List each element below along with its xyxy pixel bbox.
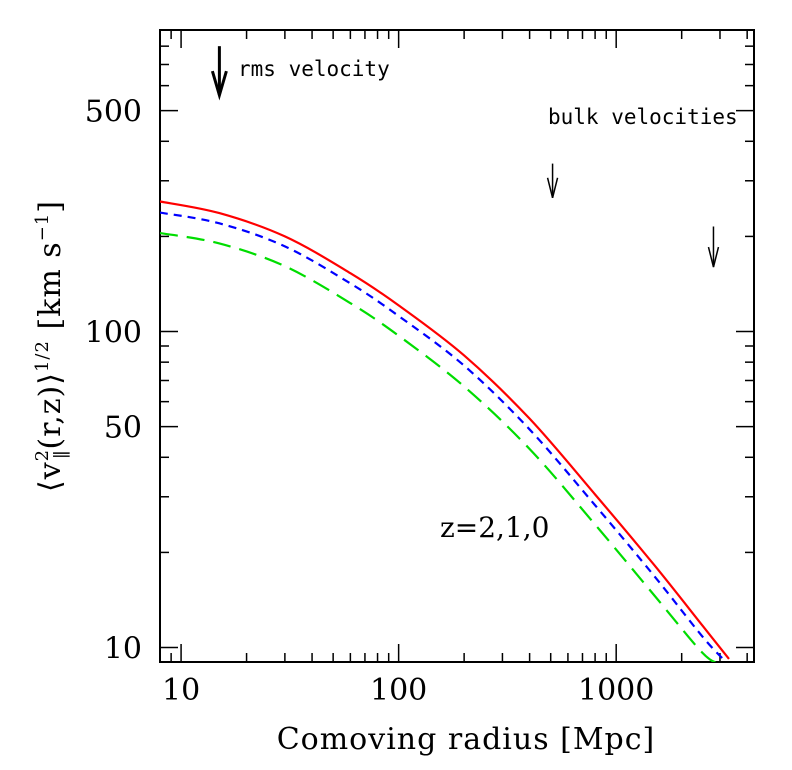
x-tick-label: 10 bbox=[162, 673, 200, 708]
y-axis-label: ⟨v2∥(r,z)⟩1/2 [km s−1] bbox=[32, 200, 73, 492]
x-tick-labels: 10 100 1000 bbox=[162, 673, 654, 708]
arrow-head-2 bbox=[707, 246, 720, 268]
y-tick-label: 10 bbox=[104, 632, 142, 667]
series-line-0 bbox=[160, 200, 730, 660]
x-tick-label: 100 bbox=[370, 673, 427, 708]
y-tick-label: 500 bbox=[85, 95, 142, 130]
series-line-1 bbox=[160, 211, 727, 662]
bulk-velocities-label: bulk velocities bbox=[548, 105, 738, 129]
series-curves bbox=[160, 200, 730, 662]
x-tick-label: 1000 bbox=[578, 673, 654, 708]
y-tick-label: 50 bbox=[104, 411, 142, 446]
y-label-exp: 1/2 bbox=[32, 340, 53, 372]
y-label-sup: 2 bbox=[32, 449, 53, 461]
y-tick-labels: 10 50 100 500 bbox=[85, 95, 142, 667]
arrow-head-0 bbox=[210, 70, 228, 101]
x-axis-label: Comoving radius [Mpc] bbox=[277, 722, 656, 757]
ticks bbox=[159, 29, 754, 663]
arrows bbox=[210, 46, 720, 268]
y-label-sub: ∥ bbox=[52, 450, 73, 459]
redshift-label: z=2,1,0 bbox=[440, 511, 549, 544]
series-line-2 bbox=[160, 231, 720, 662]
y-label-unit-end: ] bbox=[33, 200, 68, 213]
y-label-open: ⟨v bbox=[33, 461, 68, 492]
y-label-unit-exp: −1 bbox=[32, 213, 53, 242]
arrow-head-1 bbox=[546, 177, 559, 198]
y-tick-label: 100 bbox=[85, 316, 142, 351]
y-label-unit-start: [km s bbox=[33, 241, 68, 340]
rms-velocity-label: rms velocity bbox=[238, 57, 390, 81]
y-label-mid: (r,z)⟩ bbox=[33, 372, 68, 450]
